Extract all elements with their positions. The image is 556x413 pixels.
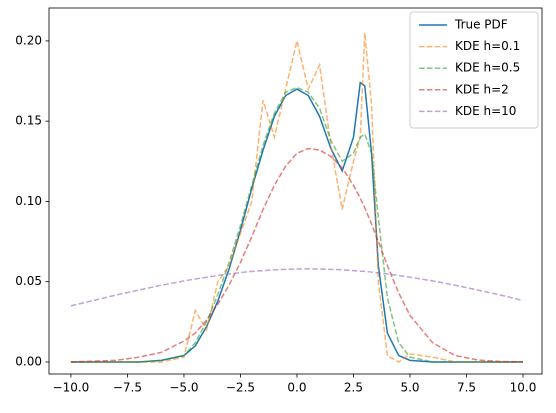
- x-tick-label: 7.5: [457, 381, 476, 395]
- x-tick-label: 10.0: [510, 381, 537, 395]
- y-tick-label: 0.00: [15, 354, 42, 368]
- legend-box: [409, 11, 539, 129]
- plot-frame: [48, 7, 543, 375]
- x-tick-label: −2.5: [226, 381, 255, 395]
- x-tick-label: −7.5: [113, 381, 142, 395]
- y-tick-label: 0.20: [15, 33, 42, 47]
- x-tick-label: 0.0: [287, 381, 306, 395]
- legend-label: KDE h=0.5: [455, 61, 520, 75]
- legend-label: True PDF: [454, 18, 508, 32]
- legend-label: KDE h=10: [455, 104, 516, 118]
- x-tick-label: 2.5: [344, 381, 363, 395]
- y-tick-label: 0.10: [15, 194, 42, 208]
- line: [70, 32, 524, 363]
- y-tick-label: 0.15: [15, 114, 42, 128]
- line: [70, 268, 524, 307]
- legend-label: KDE h=0.1: [455, 39, 520, 53]
- x-tick-label: 5.0: [400, 381, 419, 395]
- line: [70, 81, 524, 363]
- x-tick-label: −10.0: [53, 381, 90, 395]
- y-tick-label: 0.05: [15, 274, 42, 288]
- line: [70, 147, 524, 363]
- legend-label: KDE h=2: [455, 82, 509, 96]
- x-tick-label: −5.0: [169, 381, 198, 395]
- line: [70, 86, 524, 363]
